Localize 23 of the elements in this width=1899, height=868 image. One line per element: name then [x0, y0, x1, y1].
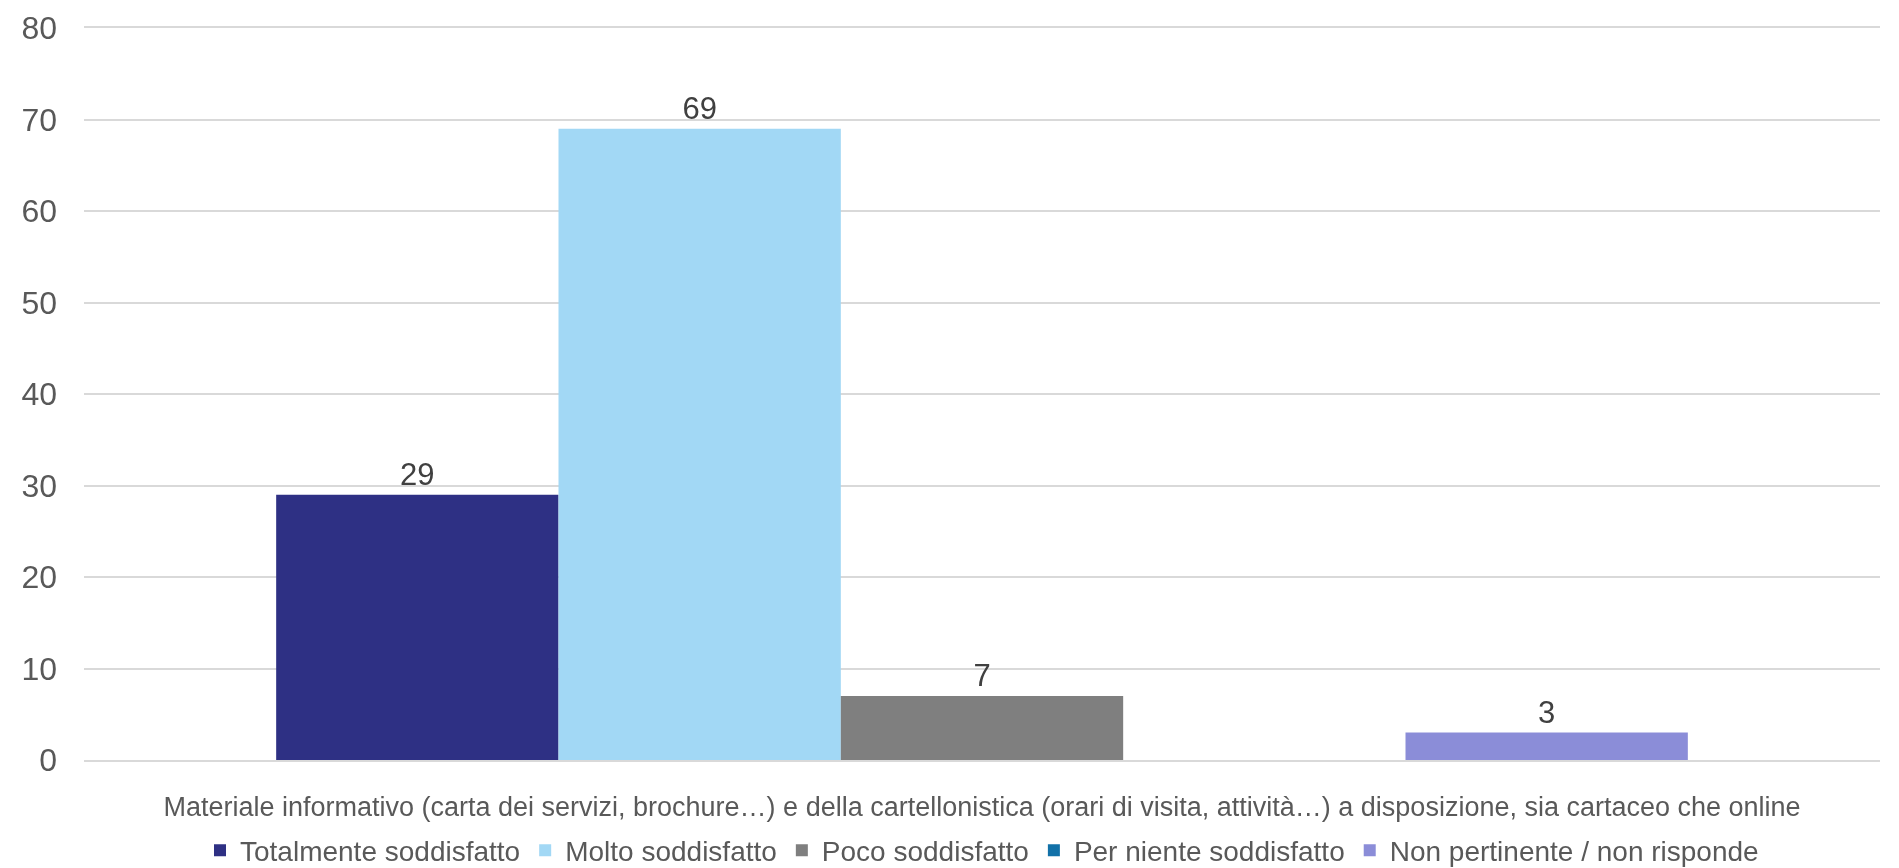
x-tick-label: Materiale informativo (carta dei servizi, brochure…) e della cartellonistica (orari di visita, attività…) a disposizione, sia cartaceo che online	[163, 792, 1801, 823]
legend-label: Non pertinente / non risponde	[1389, 836, 1759, 868]
data-label: 7	[973, 657, 991, 693]
bar	[276, 494, 559, 760]
legend-label: Molto soddisfatto	[565, 836, 777, 868]
legend-label: Poco soddisfatto	[821, 836, 1029, 868]
data-label: 29	[400, 456, 435, 492]
y-tick-label: 30	[21, 467, 57, 504]
y-tick-label: 0	[39, 742, 57, 779]
y-tick-label: 80	[21, 10, 57, 47]
y-tick-label: 50	[21, 284, 57, 321]
y-tick-label: 70	[21, 101, 57, 138]
legend-label: Per niente soddisfatto	[1073, 836, 1345, 868]
legend-label: Totalmente soddisfatto	[240, 836, 521, 868]
y-tick-label: 60	[21, 193, 57, 230]
bar	[558, 128, 841, 760]
data-label: 69	[682, 90, 717, 126]
y-tick-label: 20	[21, 559, 57, 596]
data-label: 3	[1538, 694, 1556, 730]
y-tick-label: 40	[21, 376, 57, 413]
bar	[1405, 732, 1688, 760]
bar	[840, 695, 1124, 760]
y-tick-label: 10	[21, 650, 57, 687]
